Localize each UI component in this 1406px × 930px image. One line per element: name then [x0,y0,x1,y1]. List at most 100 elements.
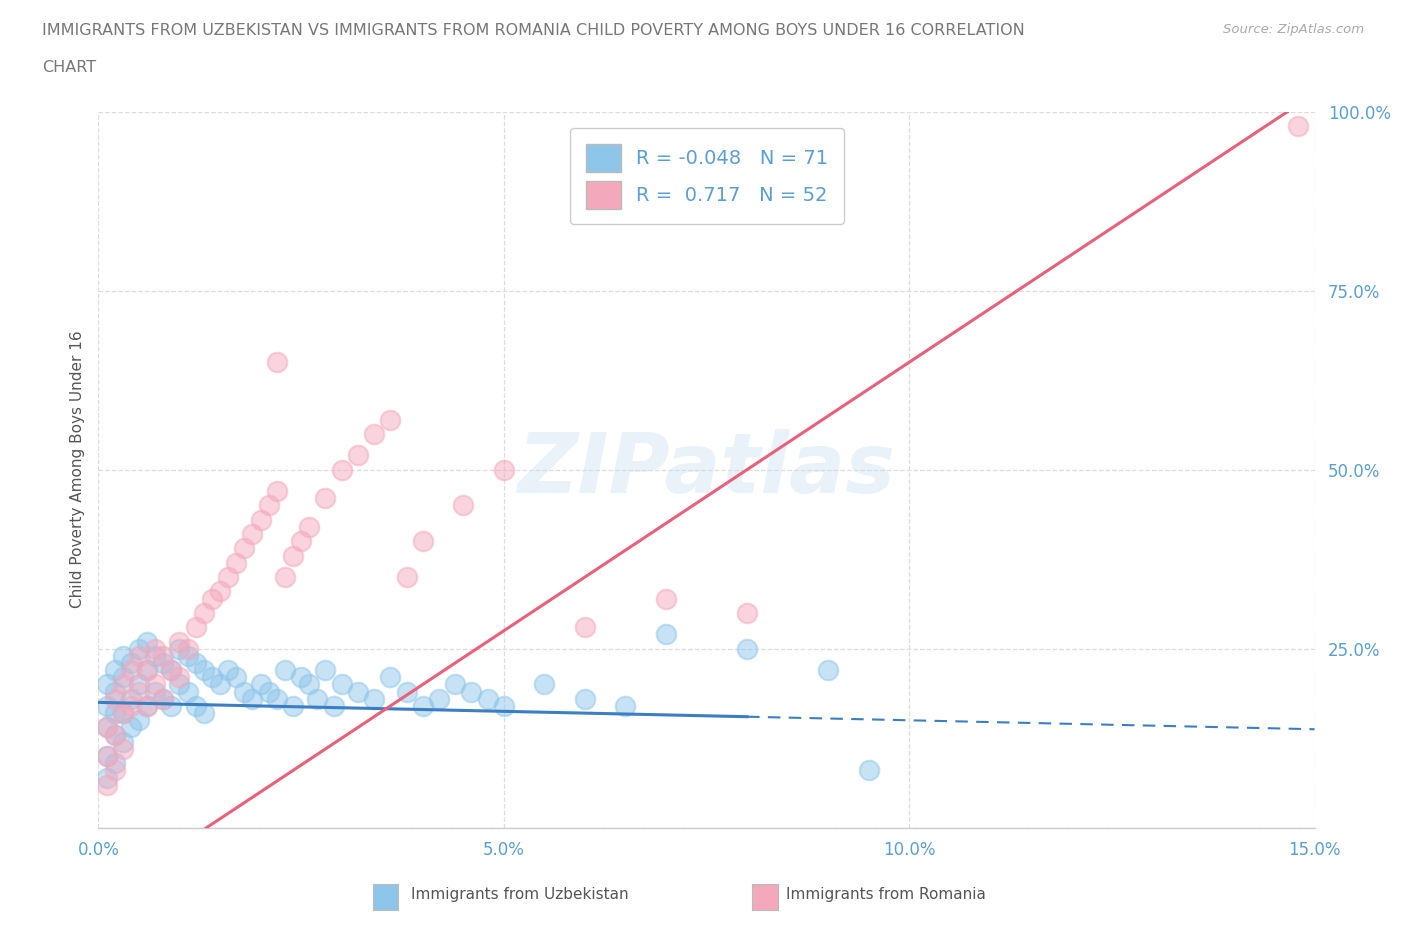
Point [143,684,166,699]
Point [298,520,321,535]
Point [111,741,134,756]
Point [136,698,159,713]
Point [298,677,321,692]
Point [249,512,271,527]
Point [735,605,758,620]
Point [96,720,118,735]
Point [257,498,280,513]
Text: Immigrants from Uzbekistan: Immigrants from Uzbekistan [412,887,628,902]
Point [111,706,134,721]
Point [120,656,142,671]
Point [614,698,637,713]
Point [492,462,515,477]
Point [209,584,232,599]
Point [274,663,297,678]
Point [574,691,596,706]
Point [111,648,134,663]
Point [176,642,198,657]
Point [307,691,329,706]
Point [136,663,159,678]
Point [574,619,596,634]
Point [233,541,256,556]
Point [169,642,191,657]
Point [380,412,402,427]
Point [201,670,224,684]
Point [858,763,880,777]
Point [176,684,198,699]
Y-axis label: Child Poverty Among Boys Under 16: Child Poverty Among Boys Under 16 [69,331,84,608]
Point [193,663,215,678]
Point [242,691,264,706]
Point [143,677,166,692]
Point [347,684,370,699]
Point [209,677,232,692]
Point [249,677,271,692]
Point [152,656,174,671]
Point [96,749,118,764]
Point [136,698,159,713]
Point [817,663,839,678]
Point [136,634,159,649]
Point [290,534,312,549]
Point [655,627,678,642]
Point [136,663,159,678]
Point [395,569,418,585]
Point [314,663,336,678]
Point [120,698,142,713]
Point [176,648,198,663]
Point [184,619,207,634]
Point [111,706,134,721]
Point [96,749,118,764]
Point [143,642,166,657]
Point [266,484,288,498]
Point [128,677,150,692]
Point [201,591,224,606]
Point [152,691,174,706]
Point [160,663,183,678]
Point [735,642,758,657]
Point [242,526,264,541]
Point [128,642,150,657]
Point [266,355,288,370]
Point [363,426,385,441]
Point [453,498,475,513]
Point [184,656,207,671]
Point [104,706,127,721]
Point [290,670,312,684]
Point [217,663,239,678]
Point [330,462,353,477]
Legend: R = -0.048   N = 71, R =  0.717   N = 52: R = -0.048 N = 71, R = 0.717 N = 52 [571,128,844,224]
Point [128,648,150,663]
Point [257,684,280,699]
Point [160,698,183,713]
Text: ZIPatlas: ZIPatlas [517,429,896,511]
Point [111,735,134,750]
Point [314,491,336,506]
Point [225,670,247,684]
Point [330,677,353,692]
Point [492,698,515,713]
Point [120,691,142,706]
Text: CHART: CHART [42,60,96,75]
Point [281,698,304,713]
Point [193,605,215,620]
Point [111,670,134,684]
Point [104,663,127,678]
Point [412,534,434,549]
Point [104,727,127,742]
Point [104,763,127,777]
Point [104,727,127,742]
Point [169,677,191,692]
Point [533,677,555,692]
Point [655,591,678,606]
Point [460,684,482,699]
Point [217,569,239,585]
Point [96,698,118,713]
Point [152,648,174,663]
Point [412,698,434,713]
Point [169,634,191,649]
Point [128,684,150,699]
Point [104,756,127,771]
Text: Source: ZipAtlas.com: Source: ZipAtlas.com [1223,23,1364,36]
Point [96,720,118,735]
